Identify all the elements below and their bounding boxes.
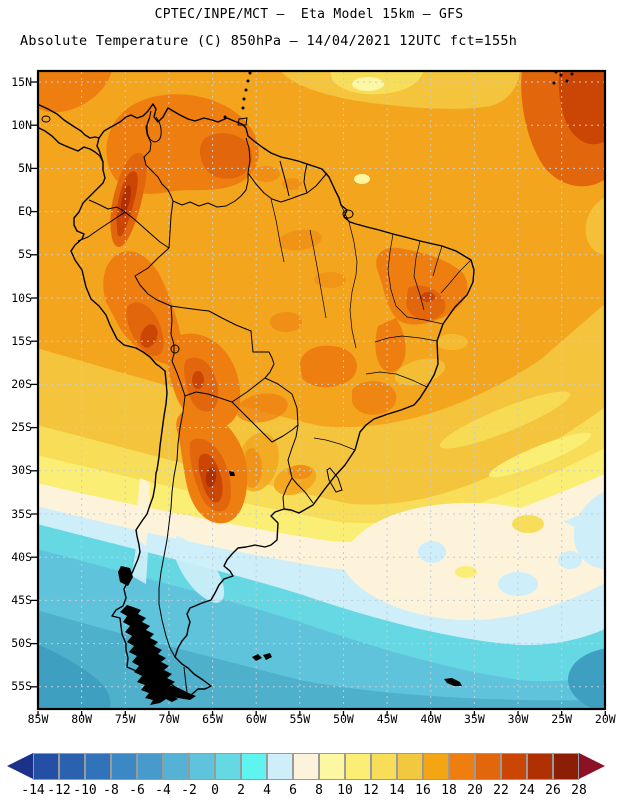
colorbar-cell [241,753,267,780]
colorbar-cell [59,753,85,780]
lat-label-45S: 45S [11,592,32,607]
map-frame-border [36,69,607,711]
colorbar-value-22: 22 [493,783,509,798]
lon-label-60W: 60W [245,712,267,726]
colorbar-cell [553,753,579,780]
colorbar-cell [215,753,241,780]
lat-label-5S: 5S [18,247,32,262]
colorbar-value--4: -4 [155,783,171,798]
lat-label-15N: 15N [11,74,32,89]
lon-label-85W: 85W [27,712,49,726]
colorbar-left-arrow [7,753,33,779]
lon-label-50W: 50W [333,712,354,726]
colorbar-value--10: -10 [73,783,97,798]
colorbar-value--14: -14 [21,783,45,798]
colorbar-cell [449,753,475,780]
page-title: CPTEC/INPE/MCT — Eta Model 15km — GFS [154,7,464,22]
colorbar-value-4: 4 [263,783,271,798]
lat-label-EQ: EQ [18,204,32,219]
lon-label-40W: 40W [420,712,442,726]
colorbar-value-26: 26 [545,783,561,798]
colorbar-right-arrow [579,753,605,779]
lon-label-80W: 80W [71,712,93,726]
lat-label-30S: 30S [11,463,32,478]
axis-ticks [31,81,606,716]
lat-label-50S: 50S [11,636,32,651]
lon-label-25W: 25W [551,712,573,726]
colorbar-cell [371,753,397,780]
colorbar-cell [137,753,163,780]
colorbar-cell [501,753,527,780]
lat-label-5N: 5N [18,160,32,175]
colorbar-value-18: 18 [441,783,457,798]
colorbar-cell [293,753,319,780]
page-subtitle: Absolute Temperature (C) 850hPa — 14/04/… [20,33,518,49]
lat-label-10S: 10S [11,290,32,305]
lat-label-35S: 35S [11,506,32,521]
colorbar-cell [397,753,423,780]
colorbar-cell [33,753,59,780]
lat-label-15S: 15S [11,333,32,348]
colorbar-value-6: 6 [289,783,297,798]
lon-label-35W: 35W [463,712,485,726]
lon-label-45W: 45W [376,712,398,726]
colorbar-value--12: -12 [47,783,71,798]
colorbar-cell [267,753,293,780]
colorbar-value-10: 10 [337,783,353,798]
colorbar-value-2: 2 [237,783,245,798]
colorbar-cell [423,753,449,780]
colorbar-cell [475,753,501,780]
colorbar-cell [189,753,215,780]
colorbar-value-8: 8 [315,783,323,798]
lon-label-65W: 65W [202,712,223,726]
colorbar-cell [319,753,345,780]
lon-label-55W: 55W [289,712,311,726]
lat-label-10N: 10N [11,117,32,132]
lat-label-40S: 40S [11,549,32,564]
lon-label-20W: 20W [594,712,616,726]
colorbar-value-24: 24 [519,783,535,798]
lat-label-20S: 20S [11,376,32,391]
colorbar-cell [163,753,189,780]
colorbar-value-0: 0 [211,783,219,798]
coastlines-and-borders [39,72,574,705]
lat-label-55S: 55S [11,679,32,694]
colorbar-value--6: -6 [129,783,145,798]
graticule [39,72,604,709]
colorbar-value--8: -8 [103,783,119,798]
lon-label-30W: 30W [507,712,529,726]
colorbar-value-20: 20 [467,783,483,798]
lat-label-25S: 25S [11,420,32,435]
colorbar-value-16: 16 [415,783,431,798]
colorbar-value-12: 12 [363,783,379,798]
lon-label-70W: 70W [158,712,180,726]
colorbar-value--2: -2 [181,783,197,798]
colorbar-cell [85,753,111,780]
lon-label-75W: 75W [114,712,136,726]
colorbar-value-14: 14 [389,783,405,798]
colorbar-value-28: 28 [571,783,587,798]
colorbar-cell [527,753,553,780]
colorbar-cell [345,753,371,780]
temperature-field [39,72,604,709]
colorbar-cell [111,753,137,780]
